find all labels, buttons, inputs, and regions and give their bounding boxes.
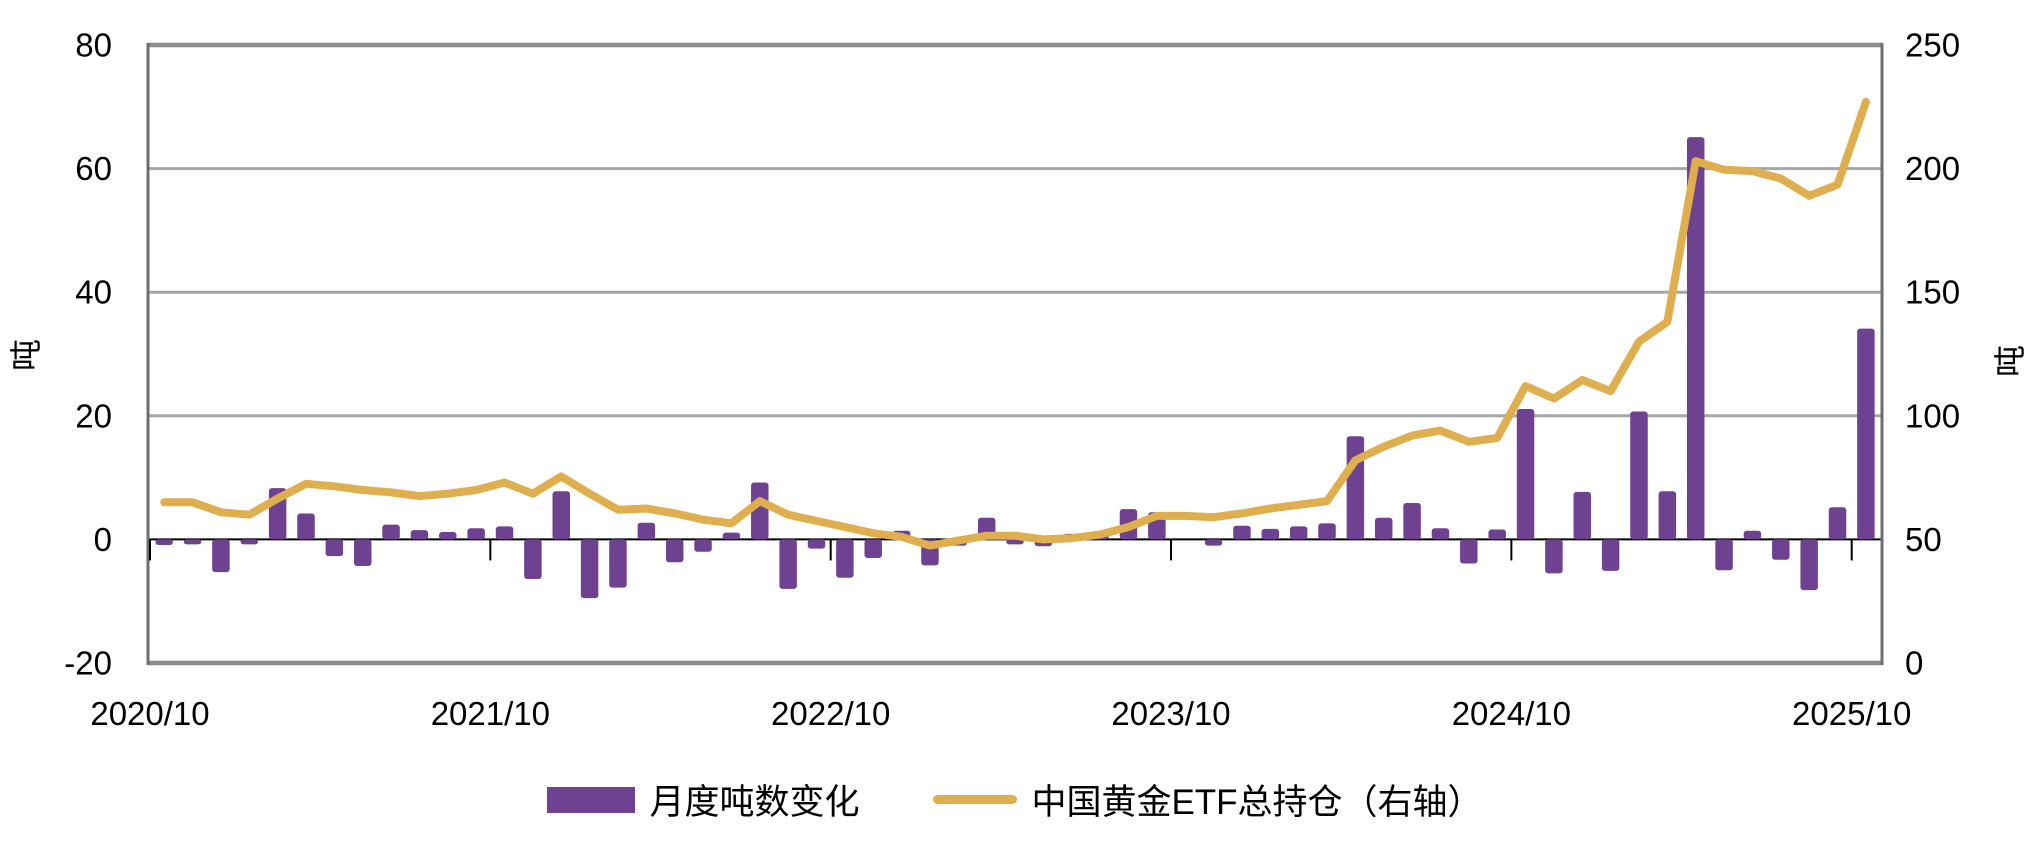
bar (1204, 539, 1223, 546)
bar (1346, 436, 1365, 540)
legend: 月度吨数变化 中国黄金ETF总持仓（右轴） (148, 774, 1882, 825)
bar (694, 539, 712, 552)
bar (1828, 507, 1847, 540)
bar-series-swatch (547, 786, 636, 813)
bar (722, 532, 741, 540)
bar (353, 539, 372, 566)
bar (1488, 529, 1506, 540)
bar (240, 539, 259, 545)
line-series-swatch (933, 795, 1018, 804)
bar (1658, 491, 1677, 540)
bar (751, 482, 769, 540)
etf-line (160, 97, 1870, 550)
bar (155, 539, 173, 545)
bar (1630, 411, 1648, 540)
bar (524, 539, 542, 579)
x-axis-label: 2021/10 (431, 695, 550, 732)
bar (1857, 328, 1875, 540)
bar (1772, 539, 1790, 560)
bar (1233, 525, 1251, 540)
x-axis-label: 2022/10 (771, 695, 890, 732)
bar-series-label: 月度吨数变化 (649, 783, 860, 822)
bar (212, 539, 230, 573)
right-axis-title: 吨 (1992, 344, 2029, 378)
right-axis-tick-label: 250 (1905, 27, 1960, 64)
bar (1715, 539, 1733, 571)
bar (1006, 539, 1024, 545)
left-axis-tick-label: 40 (75, 274, 112, 311)
bar (1743, 530, 1762, 540)
bar (439, 531, 457, 540)
bar (297, 513, 315, 540)
bar (552, 491, 570, 540)
x-axis-label: 2024/10 (1452, 695, 1571, 732)
left-axis-tick-label: 20 (75, 397, 112, 434)
bar (1545, 539, 1563, 574)
bar (580, 539, 599, 599)
bar (807, 539, 826, 549)
bar (665, 539, 684, 563)
bar (1601, 539, 1620, 571)
bar (779, 539, 797, 589)
x-axis-label: 2020/10 (90, 695, 209, 732)
bar (864, 539, 882, 558)
bar (382, 524, 400, 540)
left-axis-tick-label: 80 (75, 27, 112, 64)
bar (495, 526, 514, 540)
bar (1289, 526, 1308, 540)
x-axis-label: 2025/10 (1792, 695, 1911, 732)
right-axis-tick-label: 0 (1905, 645, 1923, 682)
left-axis-tick-label: 0 (94, 521, 112, 558)
bar (1573, 491, 1592, 540)
bar (1261, 528, 1280, 540)
bar (637, 522, 656, 540)
left-axis-tick-label: -20 (64, 645, 112, 682)
right-axis-tick-label: 100 (1905, 397, 1960, 434)
bar (410, 530, 429, 540)
bar (609, 539, 627, 588)
left-axis-title: 吨 (8, 338, 45, 372)
bar (1403, 502, 1421, 540)
bar (1374, 517, 1393, 540)
line-series-label: 中国黄金ETF总持仓（右轴） (1031, 783, 1483, 822)
bar (1318, 523, 1336, 540)
bar (183, 539, 202, 545)
bar (1516, 409, 1535, 540)
bar (325, 539, 344, 557)
left-axis-tick-label: 60 (75, 150, 112, 187)
right-axis-tick-label: 150 (1905, 274, 1960, 311)
bar (1460, 539, 1478, 564)
right-axis-tick-label: 50 (1905, 521, 1942, 558)
bar (467, 528, 485, 540)
right-axis-tick-label: 200 (1905, 150, 1960, 187)
bar (1800, 539, 1818, 591)
x-axis-label: 2023/10 (1111, 695, 1230, 732)
bar (1686, 137, 1705, 540)
bar (836, 539, 854, 578)
bar (1431, 528, 1450, 540)
